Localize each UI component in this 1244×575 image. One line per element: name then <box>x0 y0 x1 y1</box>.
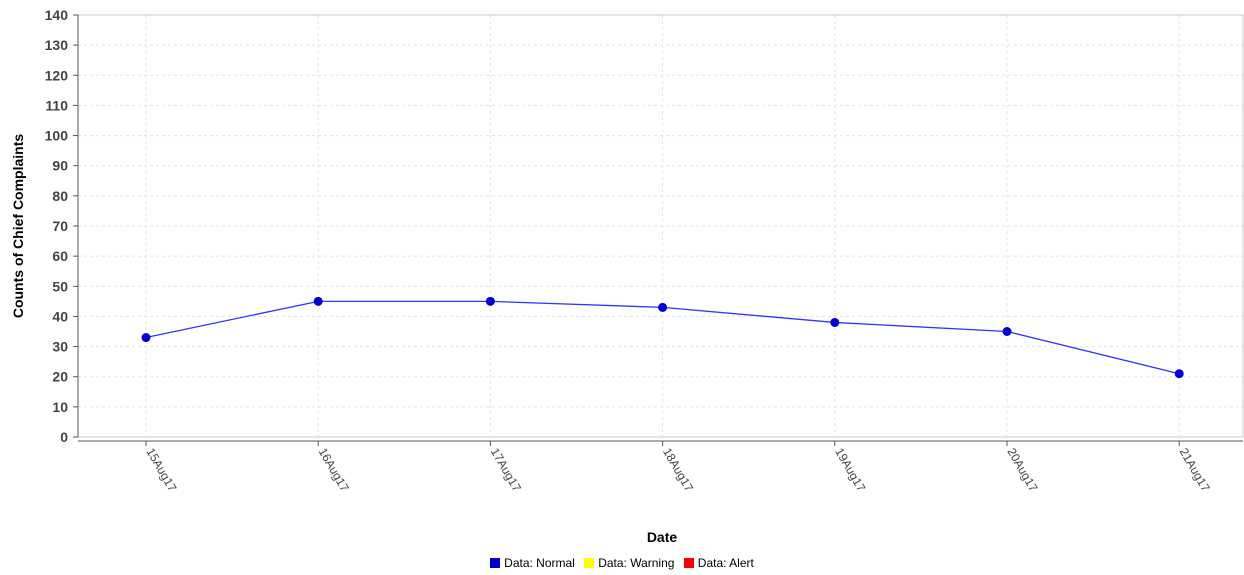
legend-label-normal: Data: Normal <box>504 556 575 570</box>
legend-item-alert: Data: Alert <box>683 556 754 570</box>
y-tick-label: 140 <box>45 7 69 23</box>
y-tick-label: 10 <box>52 399 68 415</box>
y-tick-label: 80 <box>52 188 68 204</box>
data-point <box>658 302 668 312</box>
x-tick-label: 21Aug17 <box>1177 446 1213 495</box>
legend-swatch-alert <box>683 558 694 568</box>
y-tick-label: 0 <box>60 429 68 445</box>
y-tick-label: 100 <box>45 128 69 144</box>
y-tick-label: 90 <box>52 158 68 174</box>
x-tick-label: 19Aug17 <box>832 446 868 495</box>
legend-item-warning: Data: Warning <box>584 556 674 570</box>
data-point <box>485 296 495 306</box>
y-tick-label: 40 <box>52 308 68 324</box>
x-tick-label: 18Aug17 <box>660 446 696 495</box>
y-tick-label: 120 <box>45 67 69 83</box>
legend-label-warning: Data: Warning <box>598 556 675 570</box>
x-axis-ticks: 15Aug17 16Aug17 17Aug17 18Aug17 19Aug17 20Aug… <box>143 441 1213 494</box>
y-tick-label: 70 <box>52 218 68 234</box>
series <box>141 296 1184 379</box>
grid-lines <box>78 14 1244 437</box>
data-point <box>830 317 840 327</box>
legend: Data: Normal Data: Warning Data: Alert <box>0 556 1244 570</box>
x-tick-label: 15Aug17 <box>143 446 179 495</box>
data-point <box>1174 369 1184 379</box>
y-axis-ticks: 0 10 20 30 40 50 60 70 80 90 100 110 120 130 140 <box>45 7 78 445</box>
y-tick-label: 30 <box>52 339 68 355</box>
legend-swatch-normal <box>490 558 501 568</box>
line-chart: 0 10 20 30 40 50 60 70 80 90 100 110 120 130 140 15Aug… <box>10 7 1244 545</box>
data-point <box>313 296 323 306</box>
y-tick-label: 130 <box>45 37 69 53</box>
x-tick-label: 20Aug17 <box>1004 446 1040 495</box>
y-axis-title: Counts of Chief Complaints <box>10 134 26 319</box>
legend-swatch-warning <box>584 558 595 568</box>
data-point <box>141 333 151 343</box>
legend-label-alert: Data: Alert <box>697 556 754 570</box>
legend-item-normal: Data: Normal <box>490 556 575 570</box>
y-tick-label: 20 <box>52 369 68 385</box>
y-tick-label: 50 <box>52 278 68 294</box>
x-tick-label: 16Aug17 <box>316 446 352 495</box>
x-tick-label: 17Aug17 <box>488 446 524 495</box>
y-tick-label: 60 <box>52 248 68 264</box>
x-axis-title: Date <box>647 529 678 545</box>
y-tick-label: 110 <box>45 97 68 113</box>
data-point <box>1002 327 1012 336</box>
series-line <box>145 300 1180 375</box>
